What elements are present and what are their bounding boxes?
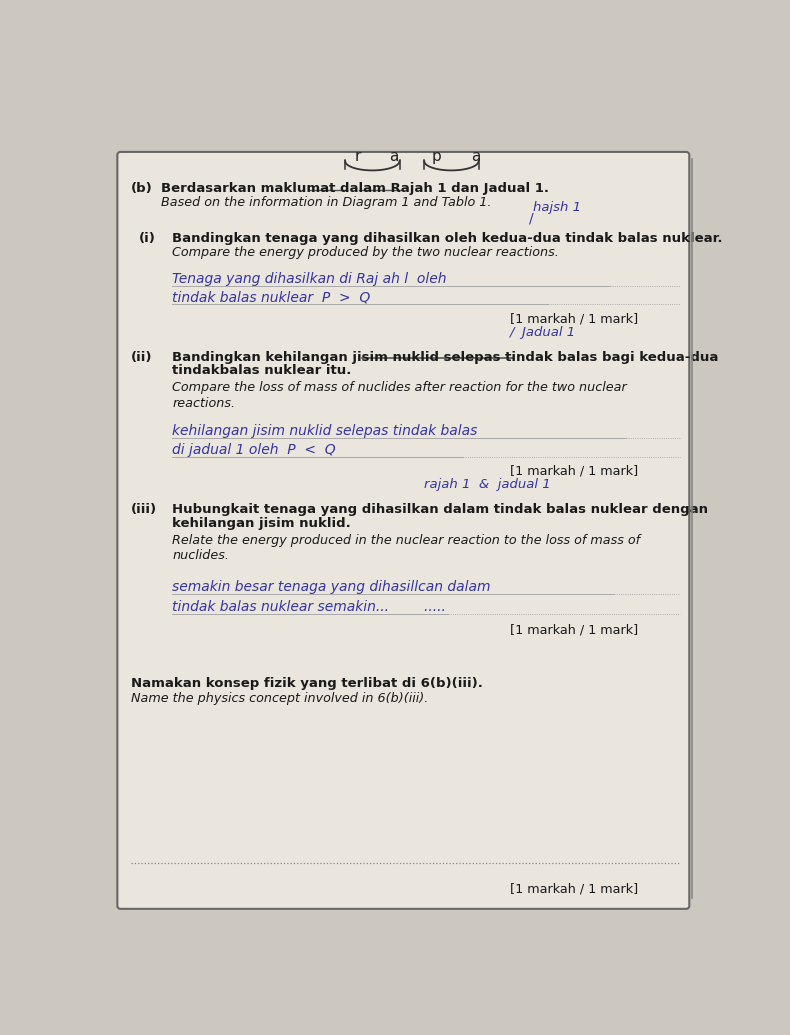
Text: Berdasarkan maklumat dalam Rajah 1 dan Jadual 1.: Berdasarkan maklumat dalam Rajah 1 dan J… [160,182,549,195]
Text: /: / [529,212,533,226]
Text: Based on the information in Diagram 1 and Tablo 1.: Based on the information in Diagram 1 an… [160,196,491,209]
Text: (iii): (iii) [131,503,157,516]
FancyBboxPatch shape [118,152,690,909]
Text: Relate the energy produced in the nuclear reaction to the loss of mass of: Relate the energy produced in the nuclea… [172,534,641,546]
Text: reactions.: reactions. [172,396,235,410]
Text: Bandingkan kehilangan jisim nuklid selepas tindak balas bagi kedua-dua: Bandingkan kehilangan jisim nuklid selep… [172,351,719,363]
Text: [1 markah / 1 mark]: [1 markah / 1 mark] [510,883,638,895]
Text: semakin besar tenaga yang dihasillcan dalam: semakin besar tenaga yang dihasillcan da… [172,580,491,594]
Text: r: r [355,149,361,164]
Text: Hubungkait tenaga yang dihasilkan dalam tindak balas nuklear dengan: Hubungkait tenaga yang dihasilkan dalam … [172,503,709,516]
Text: [1 markah / 1 mark]: [1 markah / 1 mark] [510,623,638,637]
Text: rajah 1  &  jadual 1: rajah 1 & jadual 1 [424,478,551,492]
Text: [1 markah / 1 mark]: [1 markah / 1 mark] [510,313,638,325]
Text: nuclides.: nuclides. [172,550,229,562]
Text: a: a [389,149,399,164]
Text: Compare the loss of mass of nuclides after reaction for the two nuclear: Compare the loss of mass of nuclides aft… [172,381,627,394]
Text: kehilangan jisim nuklid selepas tindak balas: kehilangan jisim nuklid selepas tindak b… [172,424,478,439]
Text: /  Jadual 1: / Jadual 1 [510,326,576,338]
Text: (i): (i) [139,232,156,245]
Text: a: a [471,149,480,164]
Text: tindak balas nuklear semakin...        .....: tindak balas nuklear semakin... ..... [172,600,446,614]
Text: Tenaga yang dihasilkan di Raj ah l  oleh: Tenaga yang dihasilkan di Raj ah l oleh [172,272,447,286]
Text: tindak balas nuklear  P  >  Q: tindak balas nuklear P > Q [172,291,371,304]
Text: Name the physics concept involved in 6(b)(iii).: Name the physics concept involved in 6(b… [131,692,428,706]
Text: di jadual 1 oleh  P  <  Q: di jadual 1 oleh P < Q [172,443,336,457]
Text: Namakan konsep fizik yang terlibat di 6(b)(iii).: Namakan konsep fizik yang terlibat di 6(… [131,677,483,690]
Text: p: p [432,149,442,164]
Text: Compare the energy produced by the two nuclear reactions.: Compare the energy produced by the two n… [172,246,559,259]
Text: tindakbalas nuklear itu.: tindakbalas nuklear itu. [172,364,352,378]
Text: (b): (b) [131,182,153,195]
Text: hajsh 1: hajsh 1 [532,201,581,214]
Text: Bandingkan tenaga yang dihasilkan oleh kedua-dua tindak balas nuklear.: Bandingkan tenaga yang dihasilkan oleh k… [172,232,723,245]
Text: (ii): (ii) [131,351,152,363]
Text: kehilangan jisim nuklid.: kehilangan jisim nuklid. [172,516,351,530]
Text: [1 markah / 1 mark]: [1 markah / 1 mark] [510,465,638,477]
